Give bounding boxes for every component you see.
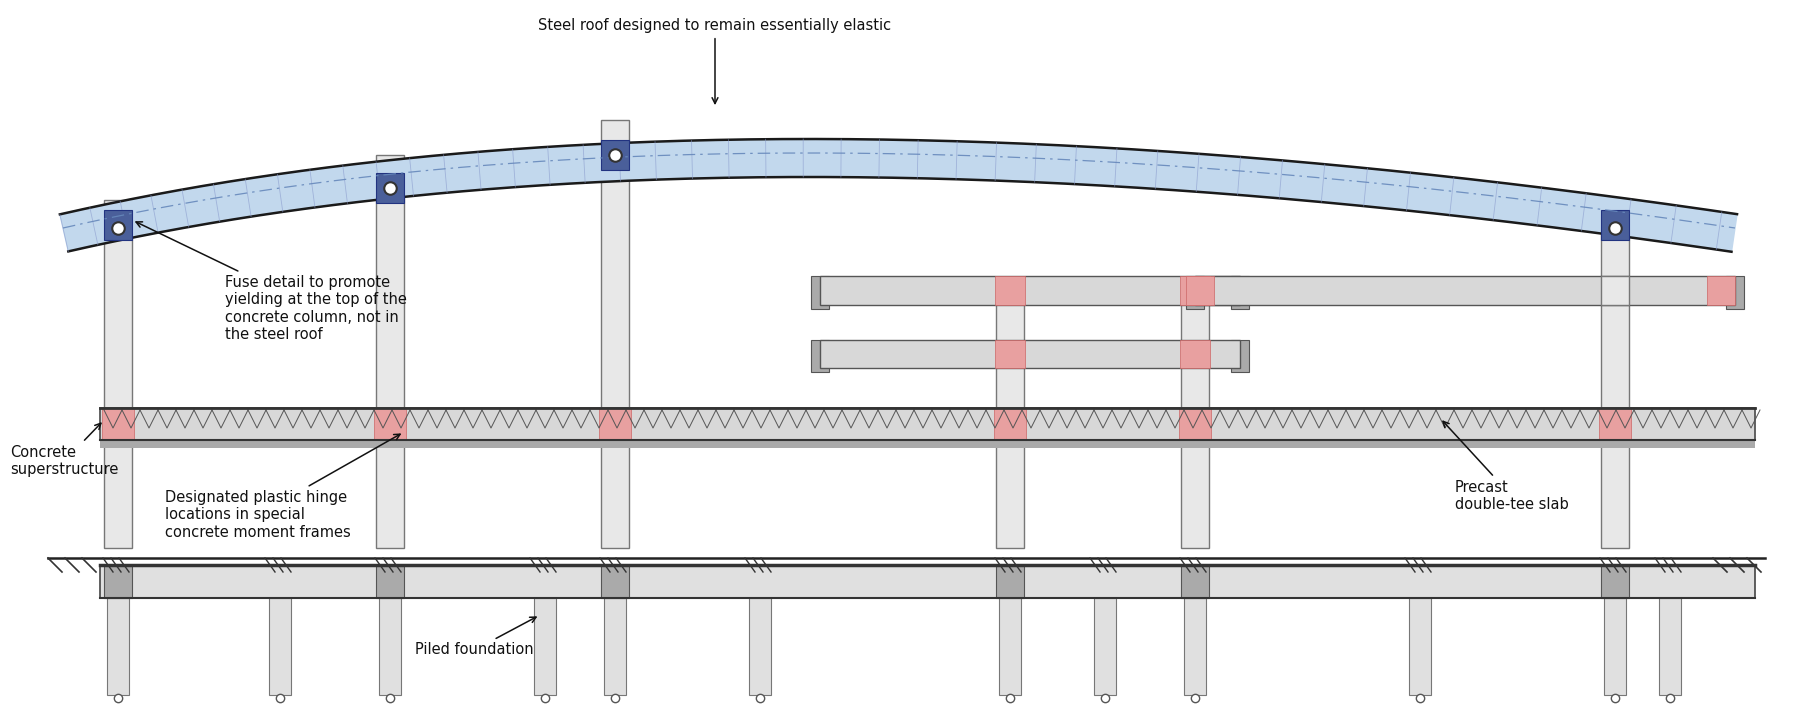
Polygon shape — [59, 139, 1737, 252]
Bar — [101, 565, 1755, 598]
Text: Designated plastic hinge
locations in special
concrete moment frames: Designated plastic hinge locations in sp… — [166, 434, 400, 540]
Bar — [601, 120, 628, 548]
Bar — [995, 276, 1024, 305]
Text: Steel roof designed to remain essentially elastic: Steel roof designed to remain essentiall… — [538, 18, 891, 103]
Bar — [1231, 340, 1249, 372]
Bar — [1598, 408, 1631, 440]
Bar — [994, 408, 1026, 440]
Bar — [106, 598, 130, 695]
Bar — [1706, 276, 1735, 305]
Bar — [376, 565, 403, 598]
Bar — [821, 276, 1240, 305]
Text: Concrete
superstructure: Concrete superstructure — [11, 423, 119, 477]
Bar — [380, 598, 401, 695]
Bar — [1660, 598, 1681, 695]
Bar — [1181, 276, 1210, 305]
Bar — [374, 408, 407, 440]
Bar — [1181, 340, 1210, 368]
Bar — [1186, 276, 1204, 309]
Bar — [535, 598, 556, 695]
Bar — [1600, 210, 1629, 240]
Bar — [376, 155, 403, 548]
Bar — [749, 598, 770, 695]
Bar — [599, 408, 632, 440]
Bar — [1600, 200, 1629, 548]
Bar — [999, 598, 1021, 695]
Bar — [1094, 598, 1116, 695]
Bar — [601, 140, 628, 170]
Bar — [104, 200, 131, 548]
Bar — [995, 565, 1024, 598]
Bar — [995, 340, 1024, 368]
Bar — [1179, 408, 1211, 440]
Text: Fuse detail to promote
yielding at the top of the
concrete column, not in
the st: Fuse detail to promote yielding at the t… — [137, 222, 407, 342]
Bar — [103, 408, 133, 440]
Bar — [1181, 282, 1210, 548]
Bar — [101, 408, 1755, 440]
Bar — [104, 210, 131, 240]
Bar — [1181, 565, 1210, 598]
Bar — [1604, 598, 1625, 695]
Bar — [821, 340, 1240, 368]
Bar — [104, 565, 131, 598]
Bar — [605, 598, 626, 695]
Bar — [1600, 565, 1629, 598]
Bar — [1600, 276, 1629, 305]
Bar — [101, 440, 1755, 448]
Bar — [601, 565, 628, 598]
Bar — [995, 282, 1024, 548]
Bar — [1409, 598, 1431, 695]
Bar — [1726, 276, 1744, 309]
Bar — [1186, 276, 1213, 305]
Bar — [376, 173, 403, 203]
Bar — [1195, 276, 1735, 305]
Bar — [812, 340, 830, 372]
Text: Precast
double-tee slab: Precast double-tee slab — [1444, 421, 1570, 513]
Bar — [268, 598, 292, 695]
Bar — [1231, 276, 1249, 309]
Bar — [1184, 598, 1206, 695]
Text: Piled foundation: Piled foundation — [416, 617, 536, 658]
Bar — [812, 276, 830, 309]
